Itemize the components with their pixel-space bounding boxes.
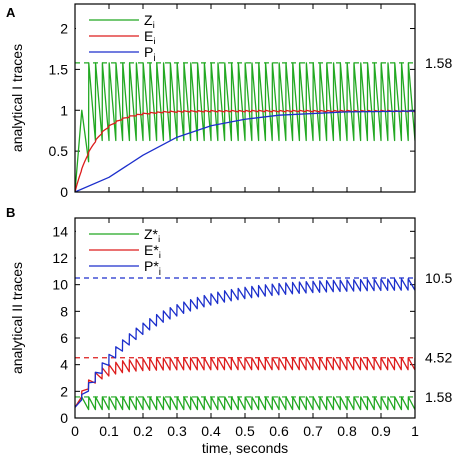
x-tick-label: 0.9 <box>371 423 391 439</box>
plot-frame <box>74 3 416 193</box>
plot-frame <box>74 217 416 419</box>
reference-line-label: 1.58 <box>425 55 452 71</box>
series-line-zi <box>75 62 415 192</box>
y-tick-label: 2 <box>60 383 68 399</box>
y-tick-label: 1.5 <box>49 61 69 77</box>
x-tick-label: 0 <box>71 423 79 439</box>
series-line-estari <box>75 357 415 408</box>
x-tick-label: 0.4 <box>201 423 221 439</box>
y-tick-label: 8 <box>60 303 68 319</box>
y-tick-label: 2 <box>60 21 68 37</box>
reference-line-label: 1.58 <box>425 389 452 405</box>
panel-b-x-axis-label: time, seconds <box>202 440 288 456</box>
legend-label: Zi <box>144 12 155 32</box>
plot-area <box>75 277 415 411</box>
y-tick-label: 4 <box>60 357 68 373</box>
y-tick-label: 12 <box>52 250 68 266</box>
legend-label: Z*i <box>144 226 160 246</box>
x-tick-label: 0.3 <box>167 423 187 439</box>
x-tick-label: 0.6 <box>269 423 289 439</box>
panel-a: A analytical I traces 0 0.5 1 1.5 2 1.58 ZiEiP… <box>6 3 452 200</box>
y-tick-label: 10 <box>52 277 68 293</box>
x-tick-label: 0.1 <box>99 423 119 439</box>
x-tick-label: 0.8 <box>337 423 357 439</box>
legend-label: E*i <box>144 242 161 262</box>
y-tick-label: 0.5 <box>49 143 69 159</box>
series-line-pi <box>75 110 415 192</box>
panel-a-label: A <box>6 5 16 20</box>
y-tick-label: 1 <box>60 102 68 118</box>
y-tick-label: 0 <box>60 184 68 200</box>
panel-b-label: B <box>6 205 15 220</box>
x-tick-label: 0.2 <box>133 423 153 439</box>
panel-b: B analytical II traces time, seconds 0 2 4… <box>6 205 452 456</box>
legend-label: Ei <box>144 28 156 48</box>
series-line-zstari <box>75 396 415 411</box>
series-line-pstari <box>75 278 415 408</box>
reference-line-label: 4.52 <box>425 350 452 366</box>
panel-a-y-axis-label: analytical I traces <box>9 44 25 152</box>
plot-area <box>75 62 415 192</box>
x-tick-label: 0.5 <box>235 423 255 439</box>
x-tick-label: 0.7 <box>303 423 323 439</box>
legend-label: Pi <box>144 44 156 64</box>
y-tick-label: 14 <box>52 223 68 239</box>
y-tick-label: 6 <box>60 330 68 346</box>
y-tick-label: 0 <box>60 410 68 426</box>
x-tick-label: 1 <box>411 423 419 439</box>
reference-line-label: 10.5 <box>425 270 452 286</box>
legend-label: P*i <box>144 258 161 278</box>
panel-b-y-axis-label: analytical II traces <box>9 262 25 374</box>
